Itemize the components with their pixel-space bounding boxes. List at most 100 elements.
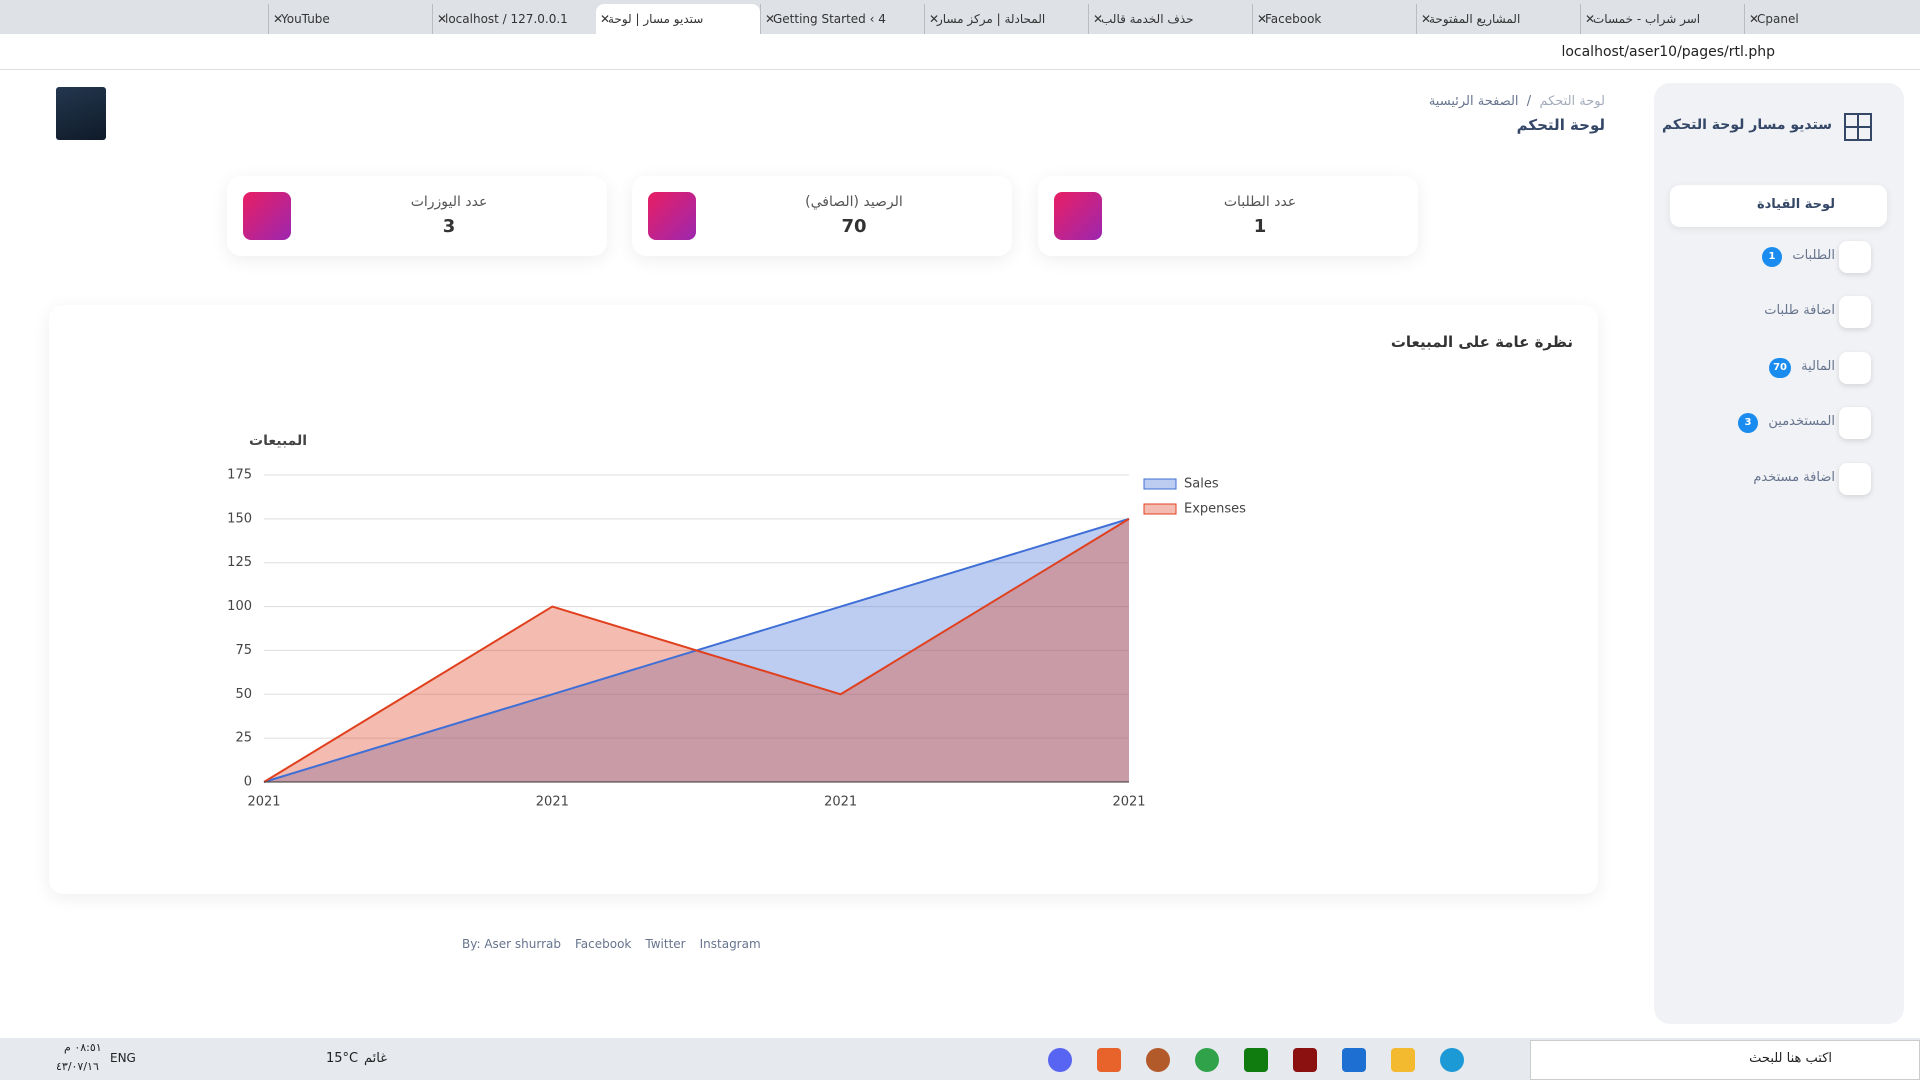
menu-item[interactable]: اضافة مستخدم <box>1670 458 1887 500</box>
weather-text: غائم <box>364 1051 388 1066</box>
y-tick-label: 175 <box>227 468 252 483</box>
address-bar <box>0 34 1920 70</box>
stat-card: عدد اليوزرات 3 <box>227 176 607 256</box>
clock-date[interactable]: ٤٣/٠٧/١٦ <box>56 1060 99 1073</box>
taskbar-app[interactable] <box>1146 1048 1170 1072</box>
menu-item[interactable]: لوحة القيادة <box>1670 185 1887 227</box>
taskbar-app[interactable] <box>1195 1048 1219 1072</box>
language[interactable]: ENG <box>110 1051 136 1065</box>
tab-close[interactable]: ✕ <box>1585 12 1596 26</box>
stat-icon <box>243 192 291 240</box>
footer-credit: By: Aser shurrab <box>462 937 561 951</box>
tab[interactable]: Getting Started ‹ 4 ✕ <box>760 4 924 34</box>
tab-close[interactable]: ✕ <box>600 12 611 26</box>
x-tick-label: 2021 <box>536 795 569 810</box>
menu-label: الطلبات <box>1792 248 1835 263</box>
tab-close[interactable]: ✕ <box>1421 12 1432 26</box>
stat-label: الرصيد (الصافي) <box>805 194 903 210</box>
stat-label: عدد الطلبات <box>1223 194 1297 210</box>
badge: 70 <box>1769 358 1791 378</box>
tab-close[interactable]: ✕ <box>929 12 940 26</box>
tab[interactable]: المشاريع المفتوحة ✕ <box>1416 4 1580 34</box>
taskbar-app[interactable] <box>1244 1048 1268 1072</box>
taskbar-app[interactable] <box>1293 1048 1317 1072</box>
menu-label: المستخدمين <box>1768 414 1835 429</box>
y-axis-title: المبيعات <box>249 433 307 449</box>
legend-label: Expenses <box>1184 502 1246 517</box>
y-tick-label: 0 <box>244 775 252 790</box>
footer: By: Aser shurrab Facebook Twitter Instagram <box>462 937 775 951</box>
menu-label: المالية <box>1801 359 1835 374</box>
chart-title: نظرة عامة على المبيعات <box>1390 333 1573 351</box>
legend-swatch <box>1143 503 1177 515</box>
search-box[interactable] <box>1530 1040 1920 1080</box>
badge: 1 <box>1762 247 1782 267</box>
tab-close[interactable]: ✕ <box>765 12 776 26</box>
tab-close[interactable]: ✕ <box>1749 12 1760 26</box>
taskbar-app[interactable] <box>1391 1048 1415 1072</box>
tab[interactable]: المحادلة | مركز مسار ✕ <box>924 4 1088 34</box>
taskbar-app[interactable] <box>1097 1048 1121 1072</box>
tab-close[interactable]: ✕ <box>437 12 448 26</box>
menu-icon <box>1839 190 1871 222</box>
sidebar <box>1654 83 1904 1024</box>
stat-value: 70 <box>841 216 867 237</box>
taskbar-app[interactable] <box>1342 1048 1366 1072</box>
menu-icon <box>1839 296 1871 328</box>
legend-label: Sales <box>1184 477 1219 492</box>
brand: ستديو مسار لوحة التحكم <box>1661 117 1832 133</box>
legend-swatch <box>1143 478 1177 490</box>
y-tick-label: 150 <box>227 511 252 526</box>
tab-close[interactable]: ✕ <box>1257 12 1268 26</box>
stat-value: 1 <box>1253 216 1267 237</box>
stat-icon <box>648 192 696 240</box>
menu-label: لوحة القيادة <box>1756 197 1835 212</box>
y-tick-label: 50 <box>235 687 252 702</box>
tab[interactable]: Cpanel ✕ <box>1744 4 1908 34</box>
menu-item[interactable]: اضافة طلبات <box>1670 291 1887 333</box>
breadcrumb: لوحة التحكم / الصفحة الرئيسية <box>1428 94 1605 109</box>
line <box>263 518 1130 783</box>
menu-label: اضافة مستخدم <box>1753 470 1835 485</box>
tab-close[interactable]: ✕ <box>1093 12 1104 26</box>
stat-icon <box>1054 192 1102 240</box>
breadcrumb-item: الصفحة الرئيسية <box>1428 94 1519 109</box>
footer-link[interactable]: Twitter <box>645 937 686 951</box>
x-tick-label: 2021 <box>247 795 280 810</box>
tab[interactable]: حذف الخدمة قالب ✕ <box>1088 4 1252 34</box>
chart-card: نظرة عامة على المبيعات المبيعات 0 25 50 75 10… <box>49 305 1598 894</box>
menu-item[interactable]: الطلبات 1 <box>1670 236 1887 278</box>
tab[interactable]: ستديو مسار | لوحة ✕ <box>596 4 760 34</box>
y-tick-label: 125 <box>227 555 252 570</box>
stat-value: 3 <box>442 216 456 237</box>
x-tick-label: 2021 <box>824 795 857 810</box>
menu-item[interactable]: المستخدمين 3 <box>1670 402 1887 444</box>
menu-item[interactable]: المالية 70 <box>1670 347 1887 389</box>
x-tick-label: 2021 <box>1112 795 1145 810</box>
url[interactable]: localhost/aser10/pages/rtl.php <box>1561 44 1775 60</box>
badge: 3 <box>1738 413 1758 433</box>
taskbar-app[interactable] <box>1440 1048 1464 1072</box>
brand-icon <box>1844 113 1872 141</box>
stat-card: عدد الطلبات 1 <box>1038 176 1418 256</box>
tab[interactable]: YouTube ✕ <box>268 4 432 34</box>
tab[interactable]: localhost / 127.0.0.1 ✕ <box>432 4 596 34</box>
stat-label: عدد اليوزرات <box>410 194 488 210</box>
stat-card: الرصيد (الصافي) 70 <box>632 176 1012 256</box>
taskbar-app[interactable] <box>1048 1048 1072 1072</box>
y-tick-label: 25 <box>235 731 252 746</box>
breadcrumb-item[interactable]: لوحة التحكم <box>1539 94 1605 109</box>
tab[interactable]: Facebook ✕ <box>1252 4 1416 34</box>
tab-close[interactable]: ✕ <box>273 12 284 26</box>
footer-link[interactable]: Instagram <box>699 937 761 951</box>
tab[interactable]: اسر شراب - خمسات ✕ <box>1580 4 1744 34</box>
search-placeholder[interactable]: اكتب هنا للبحث <box>1749 1051 1832 1066</box>
avatar[interactable] <box>56 87 106 140</box>
clock-time[interactable]: ٠٨:٥١ م <box>64 1041 102 1054</box>
chart: المبيعات 0 25 50 75 100 125 150 175 2021 2021 2021 2… <box>227 433 1246 810</box>
menu-label: اضافة طلبات <box>1764 303 1835 318</box>
menu-icon <box>1839 352 1871 384</box>
footer-link[interactable]: Facebook <box>575 937 632 951</box>
